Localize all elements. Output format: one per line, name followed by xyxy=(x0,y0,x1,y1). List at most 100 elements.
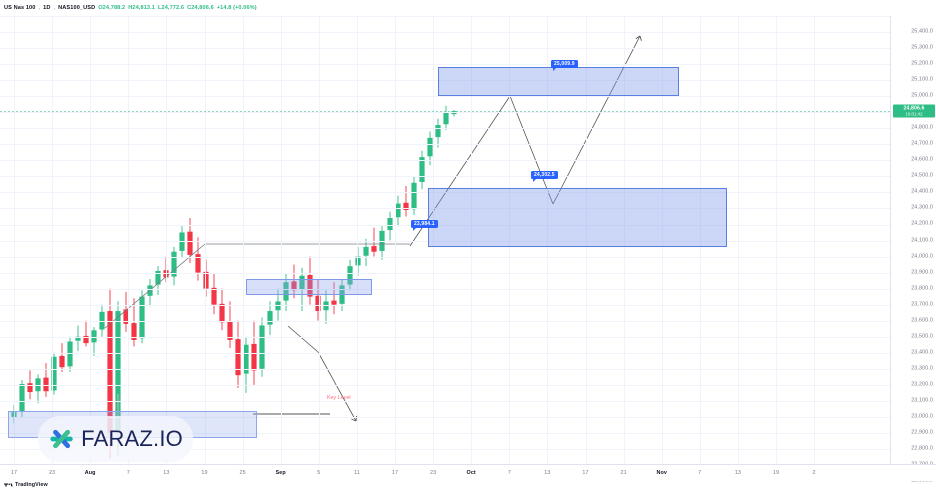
time-axis[interactable]: 17 23 Aug 7 13 19 25 Sep 5 11 17 23 Oct 7 13 17 21 Nov 7 13… xyxy=(0,465,936,481)
price-axis-label: 24,000.0 xyxy=(911,253,933,259)
candle-body[interactable] xyxy=(371,246,377,252)
gridline-horizontal xyxy=(0,144,890,146)
faraz-logo-icon xyxy=(50,429,73,449)
gridline-horizontal xyxy=(0,224,890,226)
time-axis-label: 13 xyxy=(163,470,170,476)
price-change: +14.8 (+0.06%) xyxy=(216,5,257,11)
gridline-horizontal xyxy=(0,64,890,66)
gridline-horizontal xyxy=(0,96,890,98)
tradingview-branding[interactable]: TradingView xyxy=(4,482,48,488)
time-axis-label: 25 xyxy=(239,470,246,476)
gridline-vertical xyxy=(318,16,320,465)
gridline-vertical xyxy=(699,16,701,465)
demand-zone-mid[interactable] xyxy=(428,187,727,247)
price-axis-label: 24,700.0 xyxy=(911,140,933,147)
price-axis-label: 25,400.0 xyxy=(911,28,933,35)
gridline-horizontal xyxy=(0,352,890,354)
price-tag-demand-low[interactable]: 23,984.1 xyxy=(411,220,438,231)
faraz-io-watermark: FARAZ.IO xyxy=(38,416,193,462)
candle-body[interactable] xyxy=(363,246,369,256)
time-axis-label: 7 xyxy=(698,470,702,476)
candle-body[interactable] xyxy=(19,384,25,412)
price-axis-label: 25,100.0 xyxy=(911,76,933,83)
time-axis-label: 23 xyxy=(48,470,56,476)
gridline-horizontal xyxy=(0,48,890,50)
candle-body[interactable] xyxy=(395,203,401,218)
gridline-vertical xyxy=(623,16,625,465)
price-axis-label: 23,000.0 xyxy=(911,413,933,420)
candle-body[interactable] xyxy=(427,137,433,157)
axis-divider-vertical xyxy=(890,16,891,465)
candle-body[interactable] xyxy=(411,182,417,210)
time-axis-label: 21 xyxy=(620,470,627,476)
gridline-horizontal xyxy=(0,288,890,290)
price-axis-label: 23,300.0 xyxy=(911,365,933,372)
interval-label[interactable]: 1D xyxy=(43,5,51,11)
candle-body[interactable] xyxy=(435,125,441,138)
time-axis-label: 23 xyxy=(429,470,437,476)
price-tag-supply[interactable]: 25,009.9 xyxy=(551,60,578,71)
candle-body[interactable] xyxy=(211,287,217,305)
time-axis-label: 7 xyxy=(126,470,130,476)
candle-body[interactable] xyxy=(251,343,257,371)
supply-zone-top[interactable] xyxy=(438,67,679,97)
candle-body[interactable] xyxy=(219,303,225,323)
candle-body[interactable] xyxy=(139,296,145,339)
candle-body[interactable] xyxy=(179,232,185,251)
gridline-horizontal xyxy=(0,320,890,322)
ohlc-open: O24,788.2 xyxy=(98,5,126,11)
gridline-vertical xyxy=(14,16,15,465)
time-axis-label: 7 xyxy=(507,470,511,476)
candle-body[interactable] xyxy=(67,341,73,367)
gridline-vertical xyxy=(90,16,92,465)
price-axis-label: 24,100.0 xyxy=(911,237,933,243)
candle-body[interactable] xyxy=(323,301,329,311)
candle-body[interactable] xyxy=(59,355,65,368)
gridline-horizontal xyxy=(0,32,890,33)
projection-leg-down-a[interactable] xyxy=(287,325,319,353)
gridline-horizontal xyxy=(0,160,890,162)
candle-body[interactable] xyxy=(443,112,449,125)
legend-separator-1: , xyxy=(38,5,41,11)
price-axis-label: 25,300.0 xyxy=(911,44,933,51)
gridline-vertical xyxy=(737,16,739,465)
candle-body[interactable] xyxy=(259,325,265,369)
time-axis-label: 11 xyxy=(353,470,360,476)
demand-zone-small[interactable] xyxy=(246,279,372,295)
price-axis-label: 23,400.0 xyxy=(911,349,933,356)
time-axis-label: 17 xyxy=(582,470,589,476)
tradingview-logo-icon xyxy=(4,483,13,487)
price-tag-demand-mid[interactable]: 24,302.5 xyxy=(531,171,558,182)
gridline-vertical xyxy=(395,16,396,465)
projection-arrowhead-up xyxy=(635,35,642,41)
gridline-horizontal xyxy=(0,368,890,370)
tradingview-label: TradingView xyxy=(15,482,48,488)
gridline-vertical xyxy=(509,16,511,465)
price-axis-label: 23,700.0 xyxy=(911,301,933,308)
candle-body[interactable] xyxy=(187,231,193,255)
price-axis-label: 23,100.0 xyxy=(911,397,933,404)
price-axis-label: 25,000.0 xyxy=(911,92,933,99)
price-axis-label: 23,800.0 xyxy=(911,285,933,292)
gridline-vertical xyxy=(356,16,358,465)
price-axis[interactable]: 25,400.0 25,300.0 25,200.0 25,100.0 25,000.0… xyxy=(890,16,936,484)
gridline-horizontal xyxy=(0,192,890,194)
gridline-horizontal xyxy=(0,112,890,114)
gridline-vertical xyxy=(204,16,206,465)
price-axis-label: 24,800.0 xyxy=(911,124,933,131)
current-price-badge[interactable]: 24,806.6 16:01:42 xyxy=(893,104,935,118)
chart-plot-area[interactable]: 25,009.9 24,302.5 23,984.1 Key Level xyxy=(0,16,890,465)
tag-pointer xyxy=(413,227,417,231)
gridline-vertical xyxy=(128,16,130,465)
gridline-horizontal xyxy=(0,449,890,450)
candle-body[interactable] xyxy=(147,285,153,296)
gridline-vertical xyxy=(52,16,54,465)
price-axis-label: 24,300.0 xyxy=(911,204,933,211)
chart-legend[interactable]: US Nas 100 , 1D , NAS100_USD O24,788.2 H… xyxy=(4,3,257,14)
projection-leg-down-b[interactable] xyxy=(317,351,357,422)
price-axis-label: 23,200.0 xyxy=(911,381,933,388)
symbol-name[interactable]: US Nas 100 xyxy=(4,5,36,11)
candle-body[interactable] xyxy=(267,311,273,325)
gridline-horizontal xyxy=(0,208,890,210)
gridline-vertical xyxy=(585,16,587,465)
